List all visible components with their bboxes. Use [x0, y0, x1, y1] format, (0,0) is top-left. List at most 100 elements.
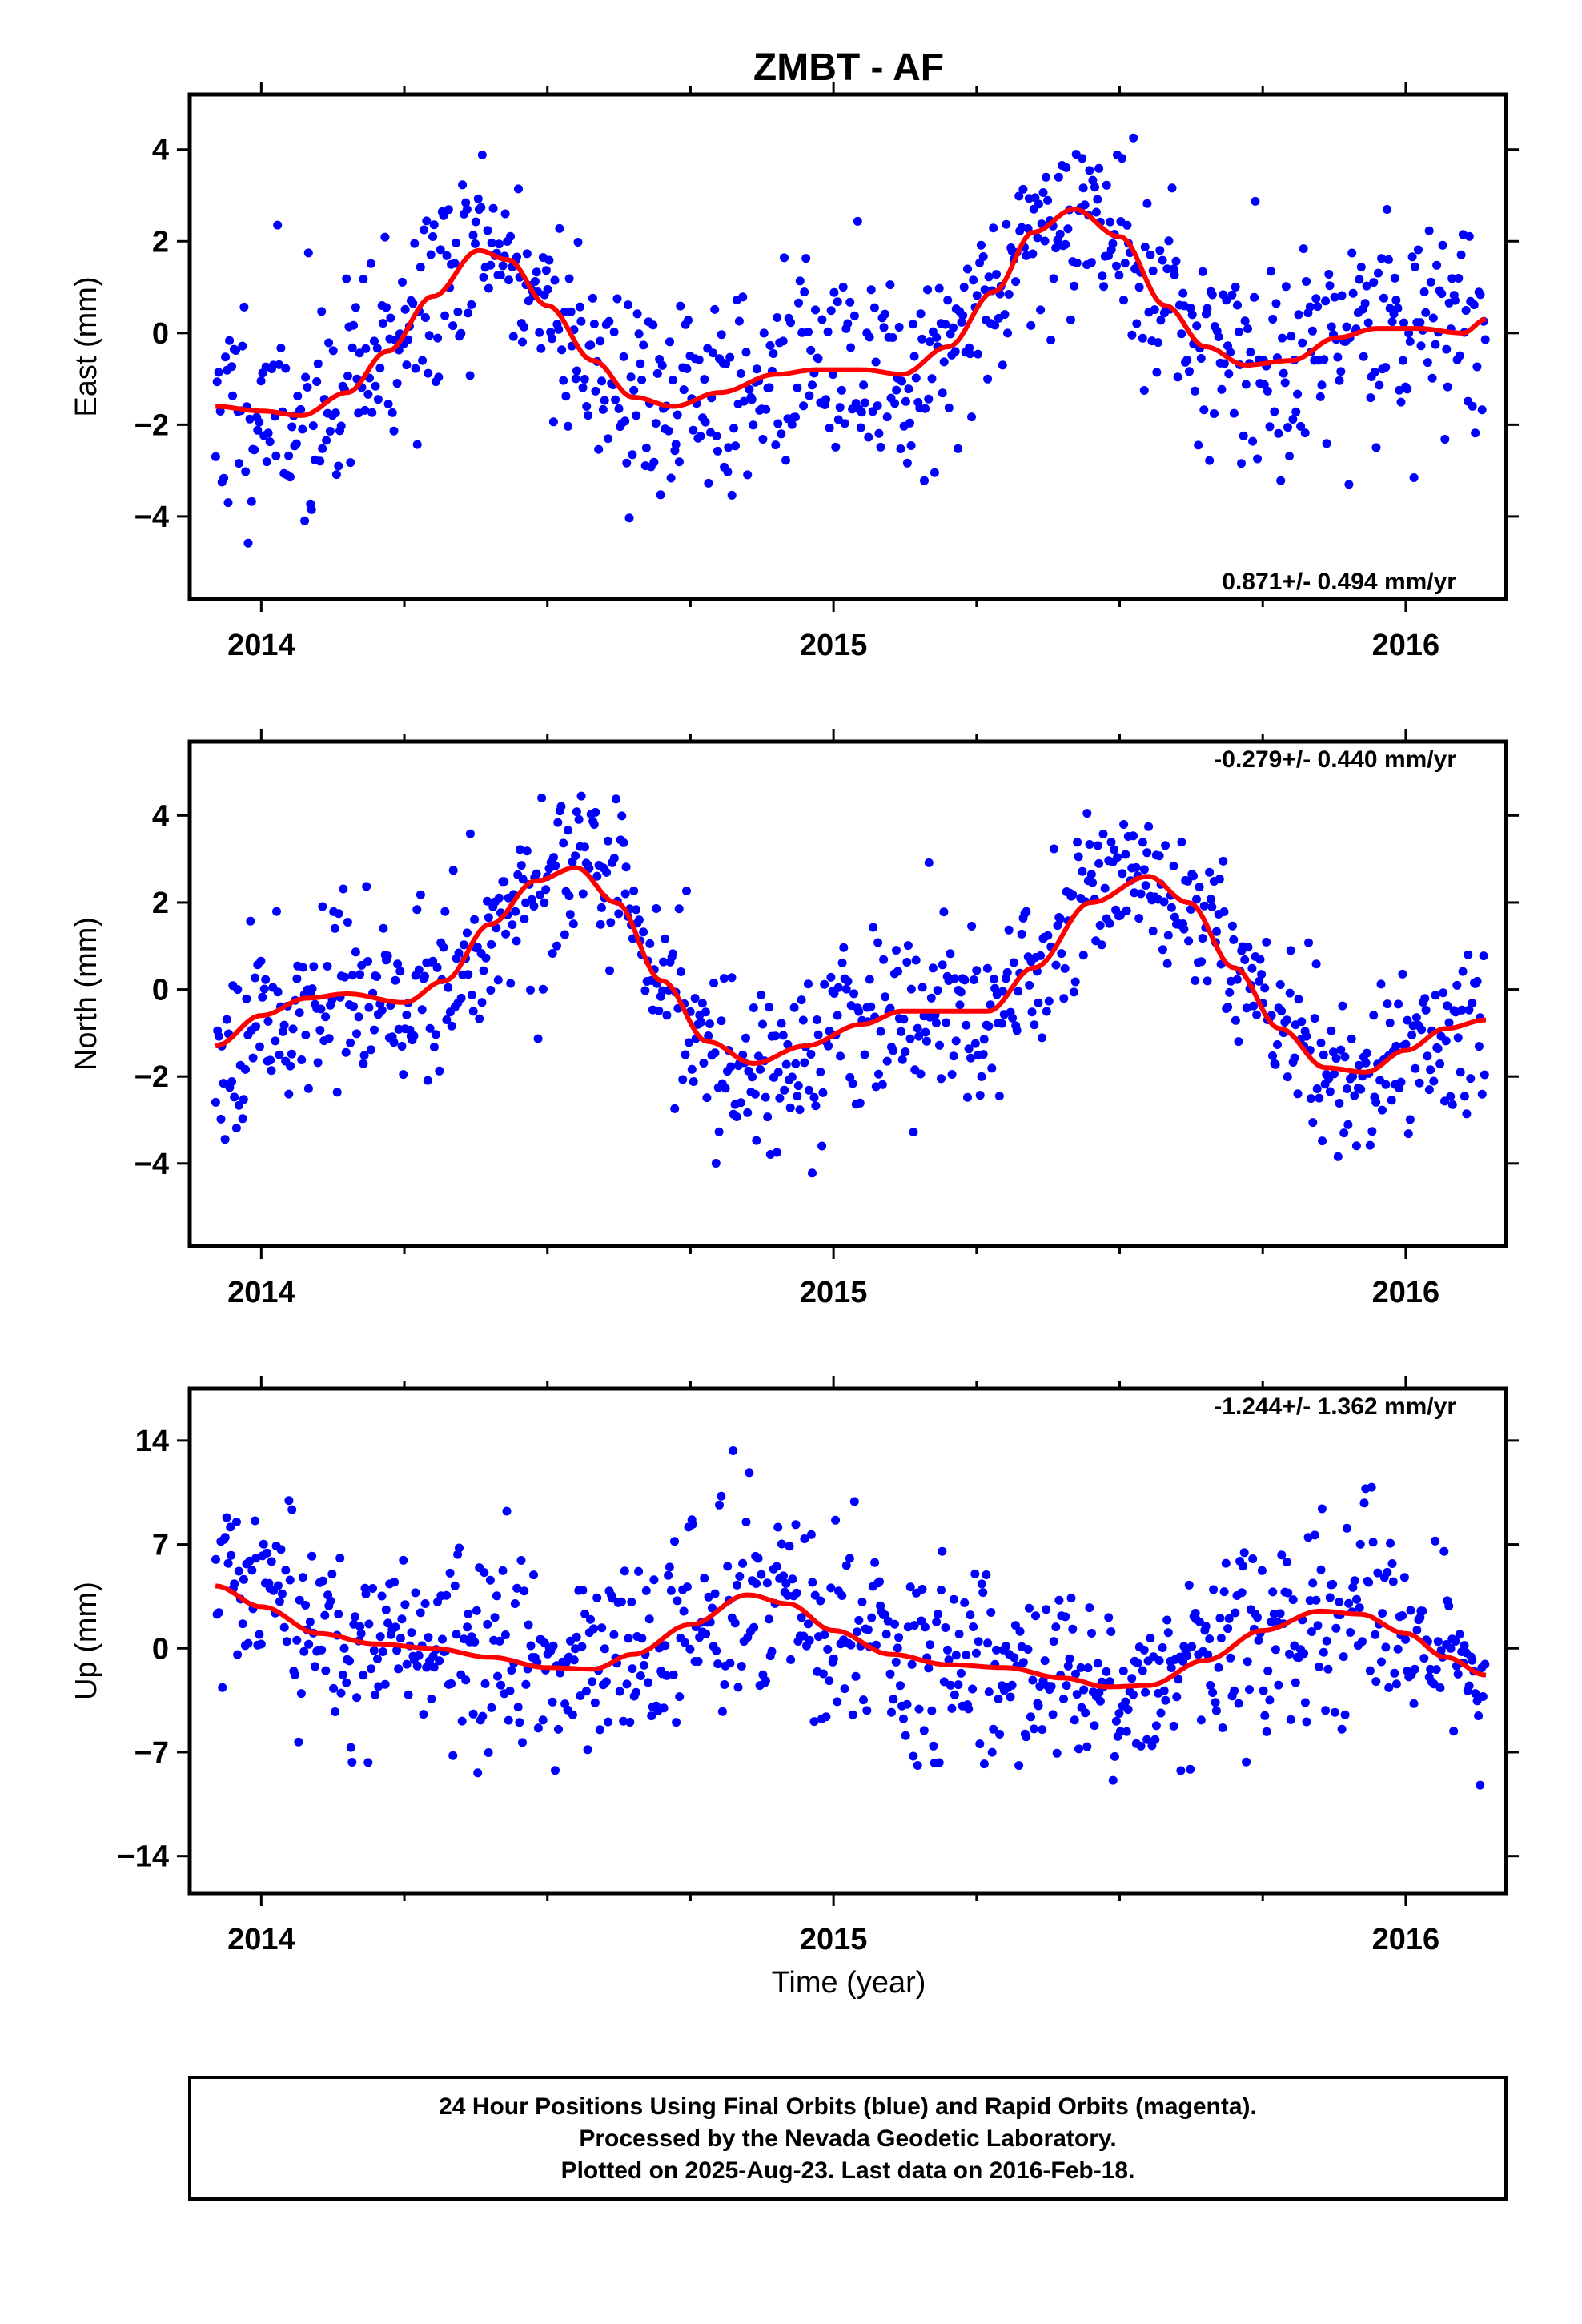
north-data-point [997, 1019, 1006, 1028]
east-data-point [1070, 281, 1079, 291]
north-data-point [1044, 996, 1054, 1006]
up-data-point [1111, 1716, 1121, 1726]
east-data-point [765, 383, 774, 392]
east-data-point [293, 392, 303, 400]
north-data-point [1421, 1005, 1431, 1015]
north-data-point [639, 927, 648, 937]
north-data-point [951, 1036, 961, 1046]
up-data-point [533, 1723, 543, 1733]
north-data-point [1271, 1059, 1280, 1069]
east-data-point [967, 412, 976, 422]
north-data-point [752, 1136, 761, 1145]
north-data-point [318, 902, 327, 911]
up-data-point [243, 1638, 253, 1648]
north-data-point [559, 838, 568, 848]
up-data-point [267, 1557, 276, 1566]
east-data-point [679, 385, 689, 395]
east-data-point [636, 359, 645, 368]
north-data-point [1055, 914, 1065, 923]
north-data-point [1255, 955, 1265, 964]
north-data-point [343, 918, 352, 927]
up-data-point [1453, 1669, 1463, 1679]
north-data-point [1350, 1091, 1359, 1100]
north-data-point [697, 999, 707, 1008]
up-data-point [749, 1622, 759, 1632]
up-data-point [634, 1566, 644, 1576]
north-data-point [1423, 1051, 1432, 1061]
up-data-point [1010, 1653, 1019, 1663]
east-data-point [532, 267, 541, 277]
east-data-point [1000, 310, 1010, 320]
north-data-point [520, 915, 529, 923]
up-data-point [356, 1629, 366, 1638]
up-data-point [1114, 1709, 1124, 1718]
north-data-point [1340, 1052, 1350, 1062]
up-data-point [1065, 1654, 1074, 1663]
north-data-point [662, 1011, 672, 1020]
east-data-point [769, 349, 778, 358]
east-data-point [514, 184, 523, 194]
north-data-point [987, 1063, 997, 1073]
east-data-point [609, 328, 619, 336]
north-data-point [824, 1041, 833, 1051]
up-data-point [1219, 1587, 1229, 1597]
up-data-point [1368, 1538, 1378, 1547]
north-data-point [1119, 820, 1129, 829]
north-data-point [869, 923, 878, 932]
east-data-point [557, 345, 567, 355]
up-data-point [919, 1726, 929, 1735]
east-data-point [1014, 191, 1024, 201]
north-data-point [1059, 994, 1069, 1003]
east-data-point [398, 277, 407, 287]
north-data-point [238, 1114, 247, 1124]
up-data-point [979, 1759, 989, 1769]
up-data-point [1115, 1727, 1125, 1736]
east-data-point [1472, 362, 1482, 372]
north-data-point [540, 898, 549, 907]
north-data-point [1376, 979, 1386, 989]
north-data-point [661, 934, 670, 943]
north-data-point [702, 1093, 712, 1103]
up-data-point [1162, 1615, 1172, 1625]
east-data-point [805, 391, 814, 400]
east-data-point [897, 376, 906, 386]
east-data-point [1377, 254, 1387, 263]
east-data-point [611, 395, 620, 404]
north-data-point [719, 974, 729, 983]
east-data-point [795, 276, 805, 286]
east-data-point [676, 301, 685, 311]
north-data-point [1219, 856, 1228, 866]
north-data-point [553, 818, 563, 827]
north-data-point [1468, 999, 1477, 1008]
north-data-point [1012, 1026, 1022, 1035]
east-data-point [476, 203, 486, 212]
north-data-point [532, 869, 541, 879]
east-data-point [1317, 380, 1327, 390]
north-data-point [284, 1089, 294, 1099]
north-data-point [444, 983, 453, 992]
east-data-point [355, 348, 364, 358]
up-data-point [1274, 1680, 1283, 1690]
north-data-point [721, 1084, 730, 1093]
up-data-point [502, 1506, 512, 1516]
east-data-point [349, 320, 358, 330]
up-data-point [670, 1537, 679, 1546]
east-data-point [957, 317, 966, 327]
up-data-point [791, 1520, 801, 1530]
east-data-point [317, 307, 327, 316]
north-data-point [1396, 1077, 1406, 1087]
up-data-point [538, 1715, 548, 1725]
north-data-point [820, 979, 829, 989]
up-data-point [1328, 1579, 1338, 1589]
east-data-point [1152, 368, 1162, 377]
east-data-point [1437, 289, 1447, 299]
north-data-point [897, 1055, 907, 1064]
up-data-point [753, 1554, 763, 1563]
up-data-point [661, 1641, 670, 1651]
east-data-point [594, 444, 604, 454]
north-data-point [1283, 1072, 1292, 1082]
north-data-point [383, 951, 392, 961]
east-data-point [666, 473, 676, 483]
north-data-point [1417, 1025, 1427, 1035]
